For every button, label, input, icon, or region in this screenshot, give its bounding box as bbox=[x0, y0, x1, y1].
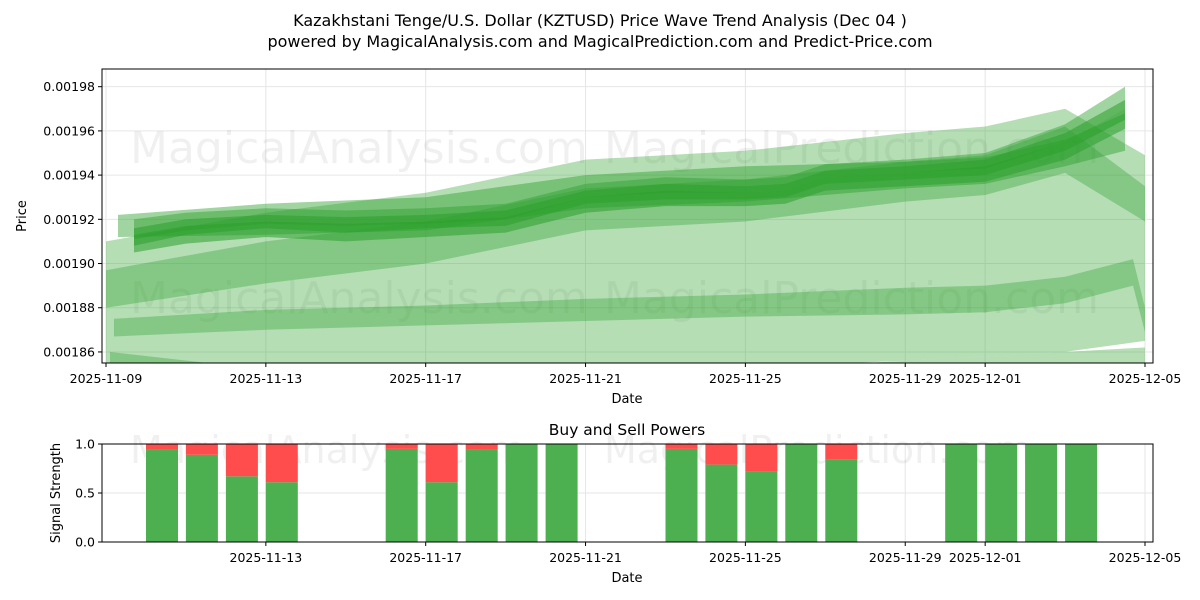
watermark-right-lower: MagicalPrediction.com bbox=[604, 273, 1099, 324]
signal-y-tick-label: 1.0 bbox=[75, 437, 95, 452]
sell-power-bar bbox=[825, 444, 858, 460]
sell-power-bar bbox=[225, 444, 258, 477]
price-bands bbox=[106, 86, 1145, 363]
buy-power-bar bbox=[745, 471, 778, 542]
price-x-tick-label: 2025-11-21 bbox=[549, 371, 622, 386]
price-y-tick-label: 0.00198 bbox=[43, 79, 95, 94]
signal-bars bbox=[146, 444, 1098, 542]
price-band bbox=[118, 113, 1125, 237]
signal-x-tick-label: 2025-11-17 bbox=[389, 550, 462, 565]
signal-y-ticks: 0.0 0.5 1.0 bbox=[75, 437, 102, 550]
buy-power-bar bbox=[425, 482, 458, 542]
sell-power-bar bbox=[705, 444, 738, 465]
buy-power-bar bbox=[1025, 444, 1058, 542]
price-x-axis-title: Date bbox=[611, 392, 642, 407]
watermark-left-lower: MagicalAnalysis.com bbox=[130, 273, 588, 324]
price-plot-frame bbox=[101, 68, 1154, 364]
price-y-axis-title: Price bbox=[15, 200, 30, 232]
buy-power-bar bbox=[1065, 444, 1098, 542]
buy-power-bar bbox=[785, 444, 818, 542]
price-y-tick-label: 0.00190 bbox=[43, 256, 95, 271]
buy-power-bar bbox=[385, 448, 418, 542]
buy-power-bar bbox=[825, 459, 858, 542]
price-x-tick-label: 2025-12-01 bbox=[949, 371, 1022, 386]
sell-power-bar bbox=[146, 444, 178, 450]
price-y-tick-label: 0.00196 bbox=[43, 123, 95, 138]
watermark-left-upper: MagicalAnalysis.com bbox=[130, 123, 588, 174]
signal-x-tick-label: 2025-11-13 bbox=[230, 550, 303, 565]
price-x-tick-label: 2025-11-25 bbox=[709, 371, 782, 386]
price-y-tick-label: 0.00186 bbox=[43, 344, 95, 359]
sell-power-bar bbox=[185, 444, 218, 455]
buy-power-bar bbox=[985, 444, 1018, 542]
sell-power-bar bbox=[425, 444, 458, 483]
price-band bbox=[134, 108, 1125, 253]
signal-y-tick-label: 0.5 bbox=[75, 486, 95, 501]
signal-x-tick-label: 2025-12-01 bbox=[949, 550, 1022, 565]
buy-power-bar bbox=[545, 444, 578, 542]
signal-x-ticks: 2025-11-13 2025-11-17 2025-11-21 2025-11-25… bbox=[230, 542, 1182, 565]
price-y-tick-label: 0.00194 bbox=[43, 168, 95, 183]
price-x-tick-label: 2025-12-05 bbox=[1109, 371, 1182, 386]
price-y-tick-label: 0.00192 bbox=[43, 212, 95, 227]
price-x-ticks: 2025-11-09 2025-11-13 2025-11-17 2025-11-21… bbox=[70, 363, 1182, 386]
sell-power-bar bbox=[265, 444, 298, 483]
price-watermarks: MagicalAnalysis.com MagicalPrediction.co… bbox=[130, 123, 1099, 324]
sell-power-bar bbox=[745, 444, 778, 472]
price-y-ticks: 0.00186 0.00188 0.00190 0.00192 0.00194 0.001… bbox=[43, 79, 102, 359]
buy-power-bar bbox=[185, 454, 218, 542]
signal-y-axis-title: Signal Strength bbox=[49, 443, 64, 543]
chart-title: Kazakhstani Tenge/U.S. Dollar (KZTUSD) P… bbox=[293, 11, 907, 30]
signal-x-tick-label: 2025-11-25 bbox=[709, 550, 782, 565]
signal-x-tick-label: 2025-11-29 bbox=[869, 550, 942, 565]
buy-power-bar bbox=[505, 444, 538, 542]
sell-power-bar bbox=[465, 444, 498, 450]
signal-y-tick-label: 0.0 bbox=[75, 535, 95, 550]
sell-power-bar bbox=[385, 444, 418, 449]
signal-x-axis-title: Date bbox=[611, 571, 642, 586]
buy-power-bar bbox=[146, 449, 178, 542]
price-y-tick-label: 0.00188 bbox=[43, 300, 95, 315]
buy-power-bar bbox=[465, 449, 498, 542]
buy-power-bar bbox=[705, 464, 738, 542]
price-x-tick-label: 2025-11-29 bbox=[869, 371, 942, 386]
buy-power-bar bbox=[665, 448, 698, 542]
buy-power-bar bbox=[225, 476, 258, 542]
signal-x-tick-label: 2025-12-05 bbox=[1109, 550, 1182, 565]
chart-subtitle: powered by MagicalAnalysis.com and Magic… bbox=[267, 32, 932, 51]
signal-x-tick-label: 2025-11-21 bbox=[549, 550, 622, 565]
signal-title: Buy and Sell Powers bbox=[549, 421, 706, 439]
price-band bbox=[114, 259, 1145, 337]
buy-power-bar bbox=[945, 444, 978, 542]
price-band bbox=[110, 347, 1145, 363]
price-x-tick-label: 2025-11-09 bbox=[70, 371, 143, 386]
price-x-tick-label: 2025-11-13 bbox=[230, 371, 303, 386]
buy-power-bar bbox=[265, 482, 298, 542]
signal-panel: Buy and Sell Powers MagicalAnalysis.com … bbox=[49, 421, 1181, 586]
price-band bbox=[134, 86, 1125, 240]
price-panel: MagicalAnalysis.com MagicalPrediction.co… bbox=[15, 68, 1182, 407]
price-x-tick-label: 2025-11-17 bbox=[389, 371, 462, 386]
sell-power-bar bbox=[665, 444, 698, 449]
